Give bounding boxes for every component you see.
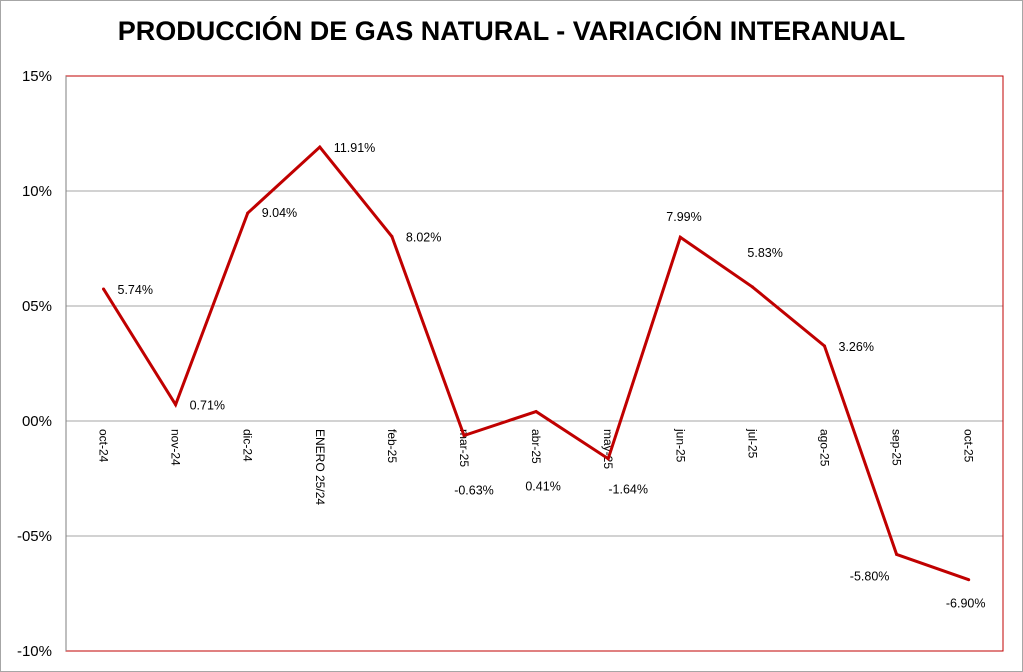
- x-tick-label: jun-25: [673, 428, 687, 463]
- data-point: [390, 235, 394, 239]
- y-tick-label: 00%: [22, 413, 52, 430]
- data-labels: 5.74% 0.71% 9.04% 11.91% 8.02% -0.63% 0.41% -1.…: [118, 141, 986, 611]
- x-tick-label: oct-24: [97, 429, 111, 463]
- data-label: -6.90%: [946, 597, 986, 611]
- y-tick-label: 10%: [22, 183, 52, 200]
- data-point: [534, 410, 538, 414]
- data-label: 9.04%: [262, 206, 297, 220]
- data-label: 3.26%: [839, 340, 874, 354]
- x-axis: oct-24 nov-24 dic-24 ENERO 25/24 feb-25 mar-2…: [97, 428, 976, 505]
- y-axis: -10% -05% 00% 05% 10% 15%: [17, 68, 67, 660]
- data-point: [823, 344, 826, 348]
- data-label: 8.02%: [406, 231, 441, 245]
- data-label: 5.83%: [747, 246, 782, 260]
- data-point: [895, 552, 899, 556]
- data-point: [678, 235, 682, 239]
- data-label: 11.91%: [334, 141, 375, 155]
- data-point: [606, 457, 610, 461]
- x-tick-label: oct-25: [962, 429, 976, 463]
- x-tick-label: ENERO 25/24: [313, 429, 327, 505]
- x-tick-label: ago-25: [818, 429, 832, 467]
- plot-area-border: [65, 75, 1004, 652]
- x-tick-label: sep-25: [890, 429, 904, 466]
- data-point: [462, 433, 466, 437]
- data-point: [246, 211, 250, 215]
- y-tick-label: -10%: [17, 643, 52, 660]
- x-tick-label: mar-25: [457, 429, 471, 467]
- x-tick-label: feb-25: [385, 429, 399, 463]
- data-label: -0.63%: [454, 483, 494, 497]
- y-tick-label: -05%: [17, 528, 52, 545]
- x-tick-label: may-25: [601, 429, 615, 469]
- data-point: [174, 403, 178, 407]
- data-point: [750, 285, 754, 289]
- x-tick-label: nov-24: [169, 429, 183, 466]
- data-label: 5.74%: [118, 283, 153, 297]
- data-label: -1.64%: [608, 483, 648, 497]
- data-point: [318, 145, 322, 149]
- data-label: 0.41%: [525, 480, 560, 494]
- data-point: [967, 578, 971, 582]
- x-tick-label: abr-25: [529, 429, 543, 464]
- x-tick-label: dic-24: [241, 429, 255, 462]
- series-line: [102, 144, 970, 582]
- grid-lines: [65, 75, 1004, 652]
- data-label: -5.80%: [850, 569, 890, 583]
- x-tick-label: jul-25: [745, 428, 759, 459]
- data-label: 7.99%: [666, 210, 701, 224]
- y-tick-label: 05%: [22, 298, 52, 315]
- series-line-layer: [102, 144, 971, 582]
- chart-title: PRODUCCIÓN DE GAS NATURAL - VARIACIÓN IN…: [117, 16, 906, 46]
- data-label: 0.71%: [190, 399, 225, 413]
- y-tick-label: 15%: [22, 68, 52, 85]
- data-point: [102, 287, 105, 291]
